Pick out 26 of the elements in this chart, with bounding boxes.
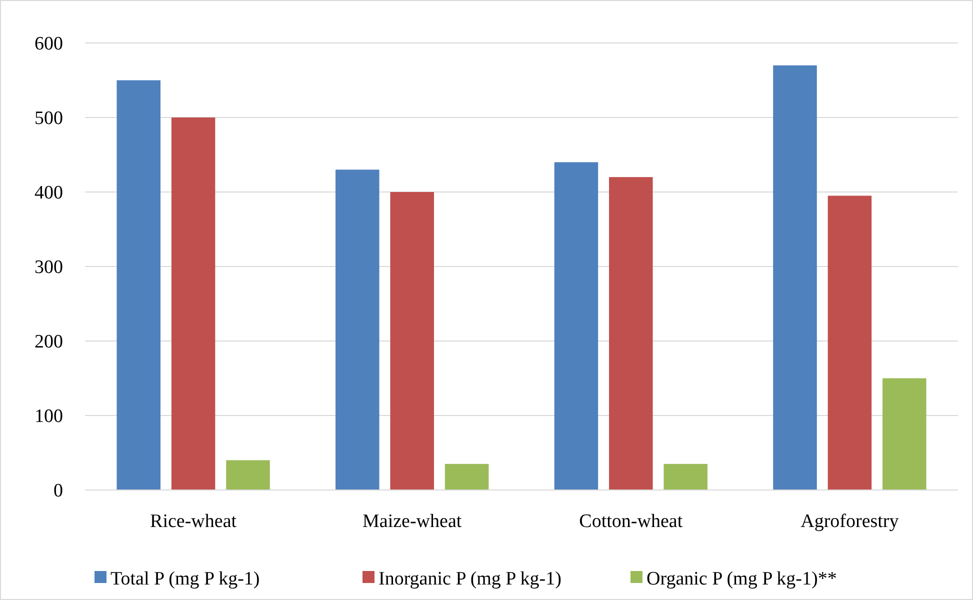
bar	[116, 80, 160, 490]
y-tick-label: 0	[54, 480, 63, 502]
bar	[390, 192, 434, 490]
bar	[226, 460, 270, 490]
bar	[828, 196, 872, 490]
y-tick-label: 600	[34, 34, 63, 55]
legend-label: Inorganic P (mg P kg-1)	[378, 568, 562, 590]
x-tick-label: Maize-wheat	[362, 511, 462, 532]
bar	[773, 65, 817, 490]
bar	[882, 378, 926, 490]
x-tick-label: Cotton-wheat	[579, 511, 684, 532]
y-tick-label: 400	[34, 182, 63, 204]
y-tick-label: 500	[34, 108, 63, 130]
bar	[171, 118, 216, 490]
legend-label: Total P (mg P kg-1)	[110, 568, 260, 590]
bar	[444, 464, 489, 490]
x-tick-label: Rice-wheat	[150, 511, 238, 532]
legend-label: Organic P (mg P kg-1)**	[646, 568, 837, 590]
x-tick-label: Agroforestry	[800, 511, 900, 532]
bar	[336, 170, 380, 490]
bar	[664, 464, 708, 490]
bar	[554, 162, 598, 490]
y-tick-label: 200	[34, 332, 63, 353]
y-tick-label: 100	[34, 406, 63, 428]
bar	[609, 177, 653, 490]
y-tick-label: 300	[34, 257, 63, 278]
